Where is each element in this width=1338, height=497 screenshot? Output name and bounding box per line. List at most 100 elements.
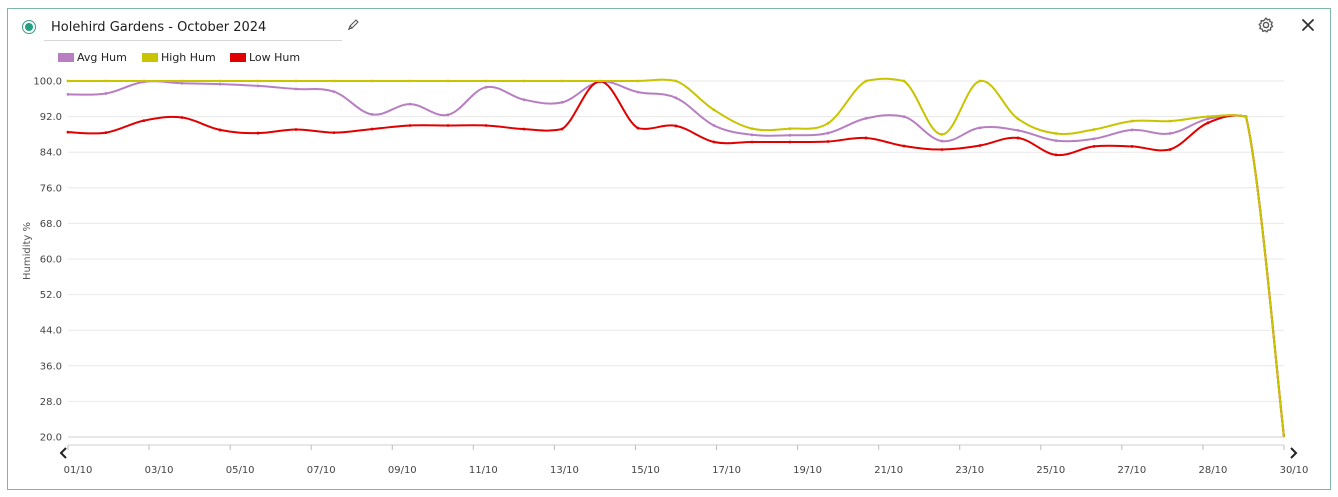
data-point-avg-hum — [902, 115, 906, 118]
data-point-avg-hum — [484, 85, 488, 89]
data-point-low-hum — [1168, 148, 1172, 151]
data-point-avg-hum — [1206, 117, 1210, 121]
data-point-avg-hum — [332, 90, 336, 94]
data-point-high-hum — [1206, 115, 1210, 118]
data-point-high-hum — [940, 133, 944, 136]
data-point-low-hum — [1206, 121, 1210, 125]
gear-icon[interactable] — [1257, 16, 1275, 34]
data-point-avg-hum — [408, 102, 412, 106]
legend-label-avg: Avg Hum — [77, 51, 127, 64]
data-point-low-hum — [1130, 145, 1134, 148]
y-tick-label: 92.0 — [40, 112, 62, 123]
data-point-avg-hum — [66, 92, 70, 96]
chart-panel — [7, 8, 1331, 490]
data-point-low-hum — [142, 119, 146, 123]
x-tick-label: 11/10 — [469, 465, 498, 476]
data-point-low-hum — [1092, 145, 1096, 148]
data-point-low-hum — [522, 127, 526, 131]
x-tick-label: 23/10 — [955, 465, 984, 476]
data-point-low-hum — [674, 124, 678, 128]
data-point-low-hum — [1016, 136, 1020, 140]
data-point-low-hum — [902, 144, 906, 148]
data-point-low-hum — [978, 144, 982, 147]
data-point-high-hum — [750, 127, 754, 131]
data-point-high-hum — [1130, 119, 1134, 123]
data-point-avg-hum — [636, 90, 640, 94]
data-point-low-hum — [940, 148, 944, 151]
data-point-avg-hum — [1092, 137, 1096, 141]
data-point-low-hum — [484, 124, 488, 127]
legend-swatch-high — [142, 53, 158, 62]
data-point-high-hum — [1168, 119, 1172, 123]
radio-on-icon[interactable] — [22, 20, 36, 34]
x-tick-label: 28/10 — [1199, 465, 1228, 476]
series-line-high-hum — [68, 77, 1285, 438]
data-point-avg-hum — [1016, 128, 1020, 132]
data-point-high-hum — [294, 79, 298, 83]
chevron-left-icon[interactable] — [58, 446, 70, 460]
legend-swatch-avg — [58, 53, 74, 62]
data-point-low-hum — [750, 140, 754, 144]
data-point-high-hum — [1092, 128, 1096, 131]
data-point-avg-hum — [522, 98, 526, 102]
data-point-high-hum — [66, 79, 70, 83]
data-point-avg-hum — [560, 100, 564, 104]
data-point-low-hum — [66, 130, 70, 134]
x-tick-label: 15/10 — [631, 465, 660, 476]
data-point-high-hum — [902, 79, 906, 83]
data-point-high-hum — [1054, 132, 1058, 135]
data-point-high-hum — [1016, 117, 1020, 121]
data-point-avg-hum — [826, 131, 830, 135]
x-tick-label: 03/10 — [145, 465, 174, 476]
x-tick-label: 09/10 — [388, 465, 417, 476]
series-line-low-hum — [67, 80, 1285, 438]
data-point-low-hum — [294, 128, 298, 131]
data-point-avg-hum — [294, 87, 298, 91]
title-field[interactable]: Holehird Gardens - October 2024 — [44, 14, 342, 41]
legend-label-low: Low Hum — [249, 51, 301, 64]
y-tick-label: 36.0 — [40, 361, 62, 372]
data-point-avg-hum — [1168, 132, 1172, 135]
y-tick-label: 28.0 — [40, 397, 62, 408]
page-title: Holehird Gardens - October 2024 — [51, 20, 267, 35]
data-point-high-hum — [598, 79, 602, 83]
chevron-right-icon[interactable] — [1287, 446, 1299, 460]
y-tick-label: 52.0 — [40, 290, 62, 301]
data-point-high-hum — [370, 79, 374, 83]
data-point-high-hum — [826, 121, 830, 125]
data-point-low-hum — [332, 131, 336, 135]
data-point-high-hum — [104, 79, 108, 83]
data-point-high-hum — [484, 79, 488, 83]
x-tick-label: 27/10 — [1117, 465, 1146, 476]
close-icon[interactable] — [1300, 17, 1316, 33]
pencil-icon[interactable] — [346, 18, 360, 32]
x-tick-label: 30/10 — [1280, 465, 1309, 476]
data-point-high-hum — [788, 127, 792, 131]
x-tick-label: 25/10 — [1036, 465, 1065, 476]
data-point-high-hum — [256, 79, 260, 83]
x-tick-label: 13/10 — [550, 465, 579, 476]
data-point-avg-hum — [750, 133, 754, 137]
data-point-high-hum — [1244, 115, 1248, 118]
data-point-high-hum — [522, 79, 526, 83]
data-point-low-hum — [864, 136, 868, 140]
data-point-avg-hum — [674, 96, 678, 100]
data-point-avg-hum — [788, 133, 792, 137]
y-tick-label: 60.0 — [40, 255, 62, 266]
x-tick-label: 21/10 — [874, 465, 903, 476]
data-point-high-hum — [636, 79, 640, 83]
data-point-low-hum — [446, 124, 450, 127]
data-point-high-hum — [142, 79, 146, 83]
data-point-high-hum — [864, 79, 868, 83]
data-point-high-hum — [674, 79, 678, 83]
data-point-high-hum — [180, 79, 184, 83]
data-point-avg-hum — [864, 116, 868, 120]
y-tick-label: 68.0 — [40, 219, 62, 230]
y-tick-label: 76.0 — [40, 183, 62, 194]
data-point-low-hum — [180, 116, 184, 119]
data-point-avg-hum — [712, 124, 716, 127]
data-point-high-hum — [560, 79, 564, 83]
data-point-avg-hum — [180, 81, 184, 85]
data-point-high-hum — [408, 79, 412, 83]
